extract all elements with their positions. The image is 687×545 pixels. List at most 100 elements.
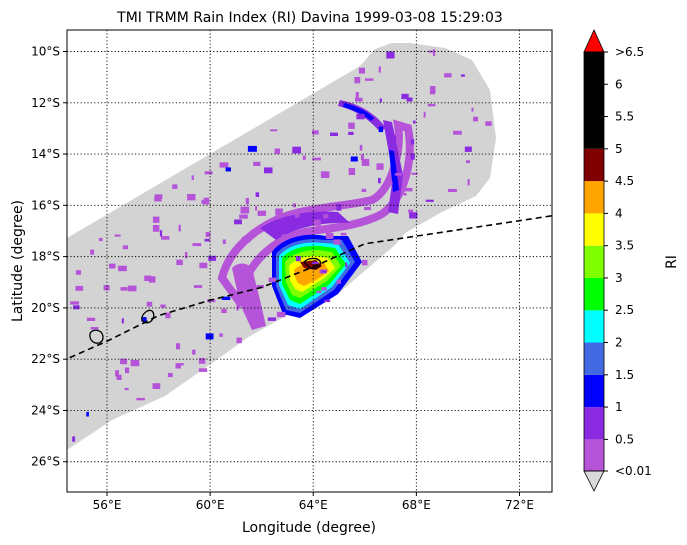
- rain-speckle: [90, 327, 99, 330]
- rain-speckle: [471, 107, 474, 112]
- rain-speckle: [205, 333, 214, 340]
- colorbar-tick-label: 0.5: [615, 432, 634, 446]
- x-axis-label: Longitude (degree): [242, 520, 376, 536]
- rain-speckle: [378, 177, 381, 184]
- rain-speckle: [192, 349, 196, 355]
- rain-speckle: [391, 135, 397, 142]
- rain-speckle: [394, 173, 402, 176]
- rain-inner-band: [260, 211, 350, 240]
- rain-speckle: [127, 285, 137, 292]
- rain-speckle: [324, 299, 331, 303]
- rain-speckle: [448, 188, 457, 192]
- rain-speckle: [425, 199, 434, 202]
- rain-speckle: [144, 275, 152, 281]
- colorbar-tick-label: 5.5: [615, 110, 634, 124]
- rain-speckle: [161, 236, 170, 240]
- colorbar-tick-label: 2.5: [615, 303, 634, 317]
- rain-speckle: [403, 192, 407, 196]
- rain-speckle: [120, 287, 128, 291]
- rain-speckle: [172, 184, 178, 189]
- rain-speckle: [296, 256, 301, 262]
- rain-speckle: [378, 126, 384, 133]
- colorbar-bin: [584, 52, 604, 149]
- rain-speckle: [311, 261, 319, 264]
- rain-speckle: [199, 262, 208, 269]
- rain-speckle: [219, 333, 223, 337]
- rain-speckle: [312, 157, 321, 161]
- rain-speckle: [362, 259, 368, 266]
- rain-speckle: [257, 210, 266, 216]
- colorbar-bin: [584, 148, 604, 182]
- rain-speckle: [121, 318, 124, 324]
- rain-speckle: [114, 234, 121, 237]
- rain-speckle: [122, 245, 128, 250]
- rain-speckle: [245, 198, 249, 205]
- rain-speckle: [178, 224, 181, 232]
- rain-speckle: [321, 270, 327, 273]
- rain-speckle: [152, 383, 161, 389]
- rain-speckle: [152, 225, 160, 232]
- rain-speckle: [184, 251, 188, 259]
- x-tick-label: 72°E: [505, 498, 534, 512]
- rain-speckle: [379, 98, 382, 103]
- rain-speckle: [86, 411, 89, 417]
- rain-speckle: [316, 290, 322, 294]
- rain-speckle: [90, 249, 95, 255]
- rain-speckle: [361, 188, 367, 192]
- rain-speckle: [340, 232, 347, 236]
- rain-speckle: [192, 243, 202, 247]
- rain-speckle: [427, 103, 436, 107]
- rain-speckle: [253, 161, 261, 166]
- y-tick-label: 26°S: [31, 455, 60, 469]
- rain-outer-spiral: [217, 119, 414, 310]
- rain-band-west: [232, 263, 266, 330]
- colorbar-label: RI: [664, 255, 680, 269]
- rain-speckle: [423, 111, 426, 118]
- rain-speckle: [413, 120, 416, 124]
- rain-speckle: [247, 145, 257, 152]
- map-frame: [66, 29, 553, 493]
- rain-speckle: [292, 203, 296, 208]
- colorbar-tick-label: 4.5: [615, 174, 634, 188]
- rain-speckle: [176, 343, 181, 350]
- rain-speckle: [350, 156, 358, 162]
- colorbar-tick-label: 3: [615, 271, 623, 285]
- rain-speckle: [430, 86, 436, 93]
- rain-speckle: [402, 174, 408, 179]
- rain-speckle: [255, 192, 260, 197]
- colorbar-frame: [583, 51, 605, 472]
- rain-speckle: [165, 312, 171, 319]
- rain-speckle: [221, 308, 227, 313]
- rain-speckle: [154, 194, 163, 199]
- rain-speckle: [176, 363, 184, 366]
- rain-speckle: [146, 301, 153, 307]
- y-tick-label: 14°S: [31, 147, 60, 161]
- colorbar-tick-label: 4: [615, 206, 623, 220]
- rain-speckle: [378, 66, 381, 73]
- rain-speckle: [355, 97, 363, 102]
- rain-speckle: [406, 97, 413, 102]
- rain-speckle: [264, 167, 273, 174]
- rain-speckle: [473, 116, 478, 122]
- rain-speckle: [360, 154, 364, 161]
- rain-speckle: [354, 77, 361, 84]
- colorbar-tick-label: 1.5: [615, 368, 634, 382]
- storm-track-line: [67, 214, 552, 360]
- colorbar-tick-label: 3.5: [615, 239, 634, 253]
- colorbar-bin: [584, 310, 604, 343]
- rain-speckle: [376, 163, 384, 170]
- y-tick-label: 22°S: [31, 352, 60, 366]
- rain-speckle: [176, 259, 183, 266]
- y-tick-label: 12°S: [31, 96, 60, 110]
- colorbar: <0.01 0.5 1 1.5 2 2.5 3 3.5 4 4.5 5 5.5 6 >6.5: [583, 29, 652, 492]
- rain-speckle: [348, 168, 356, 175]
- rain-speckle: [152, 216, 160, 223]
- rain-speckle: [219, 162, 229, 168]
- rain-speckle: [267, 317, 277, 321]
- rain-speckle: [444, 73, 452, 78]
- rain-speckle: [239, 214, 248, 219]
- rain-speckle: [201, 199, 207, 204]
- y-axis-label: Latitude (degree): [10, 200, 26, 322]
- rain-speckle: [255, 206, 258, 211]
- rain-speckle: [75, 285, 84, 291]
